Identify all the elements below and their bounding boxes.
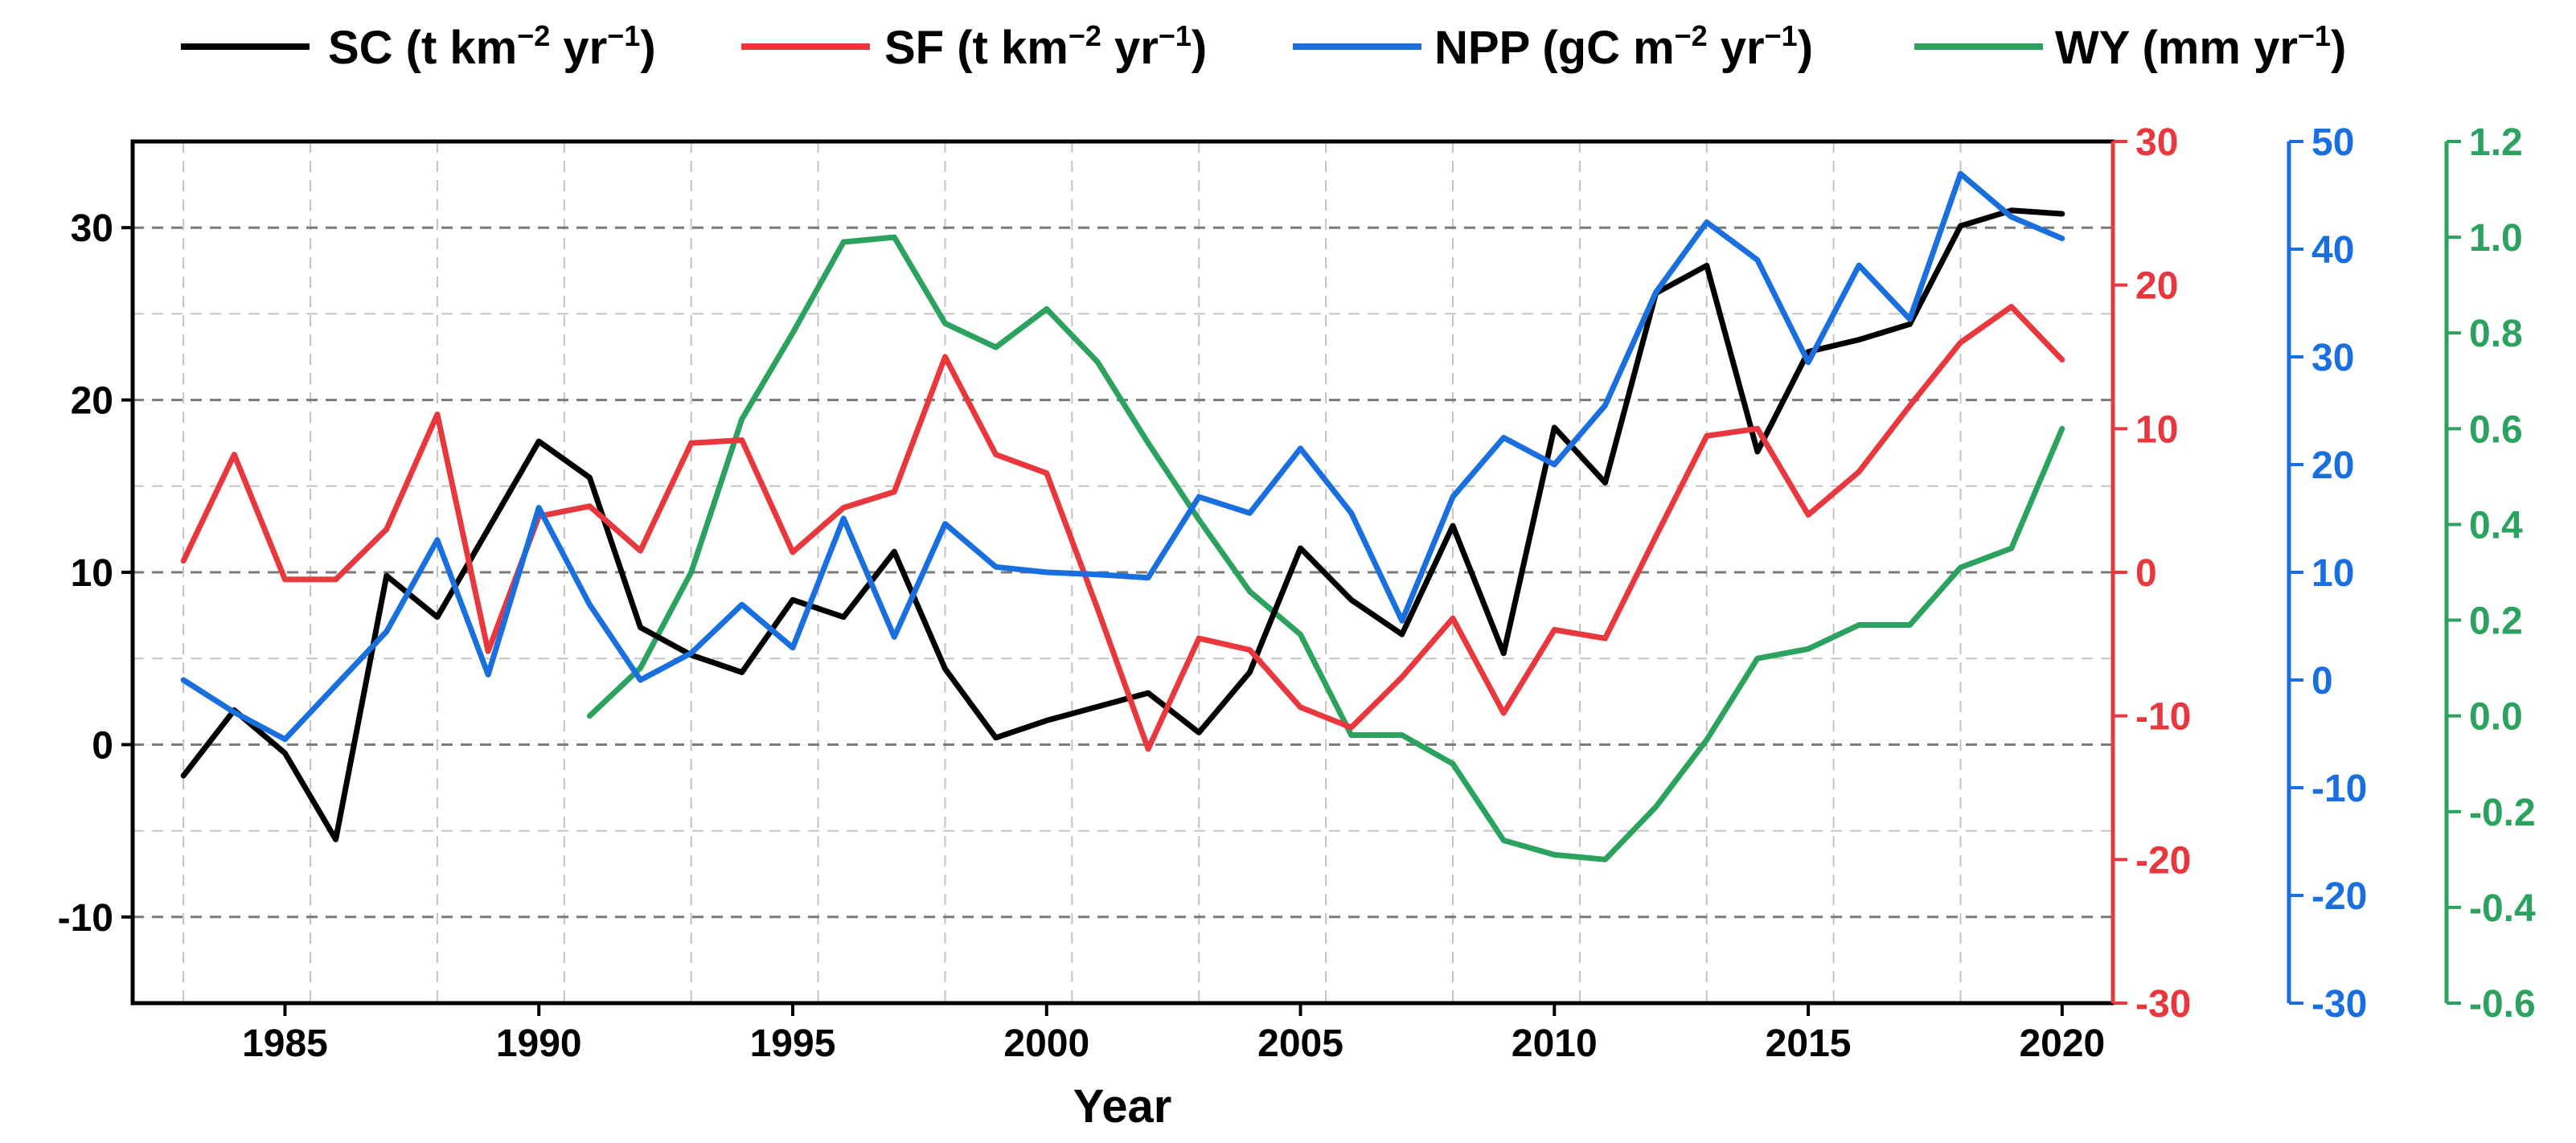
y-tick-label-sf: 10 [2135, 408, 2178, 451]
y-tick-label-npp: 40 [2311, 229, 2354, 272]
y-tick-label-wy: -0.6 [2469, 983, 2536, 1026]
y-tick-label-sf: -10 [2135, 696, 2191, 739]
x-axis: 1985 1990 1995 2000 2005 2010 2015 2020 [242, 1003, 2105, 1065]
y-tick-label-sc: 30 [71, 207, 113, 250]
legend-label-npp: NPP (gC m−2 yr−1) [1434, 19, 1813, 74]
y-tick-label-sf: 30 [2135, 121, 2178, 164]
y-tick-label-sf: -30 [2135, 983, 2191, 1026]
y-tick-label-npp: 50 [2311, 121, 2354, 164]
series-line-wy [586, 234, 2065, 862]
legend-label-sc: SC (t km−2 yr−1) [328, 19, 656, 74]
x-tick-label: 2005 [1257, 1022, 1343, 1065]
y-tick-label-wy: -0.4 [2469, 887, 2536, 930]
y-tick-label-npp: 10 [2311, 552, 2354, 595]
x-tick-label: 2015 [1766, 1022, 1852, 1065]
series-layer [180, 170, 2065, 862]
y-axis-wy: -0.6 -0.4 -0.2 0.0 0.2 0.4 0.6 0.8 1.0 1.2 [2444, 121, 2536, 1026]
y-tick-label-wy: 1.2 [2469, 121, 2523, 164]
y-tick-label-wy: 1.0 [2469, 217, 2523, 260]
y-tick-label-sc: -10 [58, 897, 113, 940]
series-line-npp [180, 170, 2065, 743]
y-tick-label-sc: 0 [92, 724, 113, 767]
y-tick-label-wy: 0.2 [2469, 600, 2523, 643]
y-tick-label-npp: 0 [2311, 660, 2333, 703]
y-tick-label-npp: -30 [2311, 983, 2367, 1026]
x-tick-label: 1995 [750, 1022, 836, 1065]
y-tick-label-wy: 0.8 [2469, 313, 2523, 355]
y-axis-npp: -30 -20 -10 0 10 20 30 40 50 [2287, 121, 2367, 1026]
x-tick-label: 1990 [496, 1022, 582, 1065]
legend-item-wy: WY (mm yr−1) [1914, 19, 2346, 74]
legend-label-sf: SF (t km−2 yr−1) [884, 19, 1207, 74]
x-axis-title: Year [1073, 1080, 1172, 1133]
y-tick-label-sf: 20 [2135, 265, 2178, 308]
x-tick-label: 1985 [242, 1022, 328, 1065]
legend-item-sf: SF (t km−2 yr−1) [741, 19, 1207, 74]
y-tick-label-wy: -0.2 [2469, 792, 2536, 834]
legend-item-npp: NPP (gC m−2 yr−1) [1293, 19, 1813, 74]
x-tick-label: 2000 [1003, 1022, 1089, 1065]
x-tick-label: 2010 [1512, 1022, 1598, 1065]
y-tick-label-wy: 0.0 [2469, 696, 2523, 739]
y-tick-label-sc: 20 [71, 380, 113, 423]
x-tick-label: 2020 [2019, 1022, 2105, 1065]
legend: SC (t km−2 yr−1) SF (t km−2 yr−1) NPP (g… [181, 19, 2346, 74]
series-line-sf [180, 304, 2065, 752]
y-tick-label-sf: 0 [2135, 552, 2157, 595]
y-axis-sf: -30 -20 -10 0 10 20 30 [2110, 121, 2191, 1026]
series-line-sc [180, 207, 2065, 842]
y-axis-sc: -10 0 10 20 30 [58, 207, 133, 940]
legend-label-wy: WY (mm yr−1) [2055, 19, 2346, 74]
y-tick-label-sf: -20 [2135, 839, 2191, 882]
legend-item-sc: SC (t km−2 yr−1) [181, 19, 656, 74]
y-tick-label-npp: 30 [2311, 337, 2354, 379]
y-tick-label-npp: -10 [2311, 768, 2367, 810]
y-tick-label-wy: 0.4 [2469, 504, 2523, 547]
y-tick-label-npp: -20 [2311, 875, 2367, 918]
y-tick-label-wy: 0.6 [2469, 408, 2523, 451]
y-tick-label-npp: 20 [2311, 444, 2354, 487]
y-tick-label-sc: 10 [71, 552, 113, 595]
